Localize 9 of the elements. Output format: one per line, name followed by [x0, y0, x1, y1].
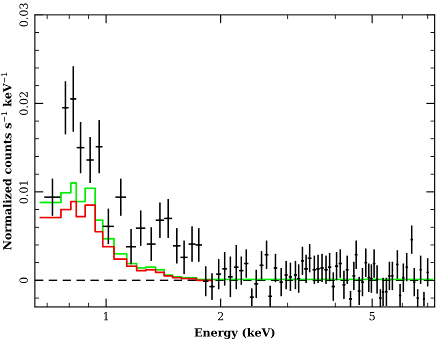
y-tick-label: 0.02 [19, 92, 28, 116]
y-axis-title: Normalized counts s$^{−1}$ keV$^{−1}$ [1, 72, 12, 250]
y-tick-label: 0.01 [19, 181, 28, 204]
x-tick-label: 2 [218, 312, 224, 320]
y-tick-label: 0 [19, 278, 28, 284]
y-tick-label: 0.03 [19, 3, 28, 27]
x-tick-label: 5 [370, 312, 375, 320]
x-axis-title: Energy (keV) [194, 328, 274, 339]
x-tick-label: 1 [104, 312, 108, 320]
